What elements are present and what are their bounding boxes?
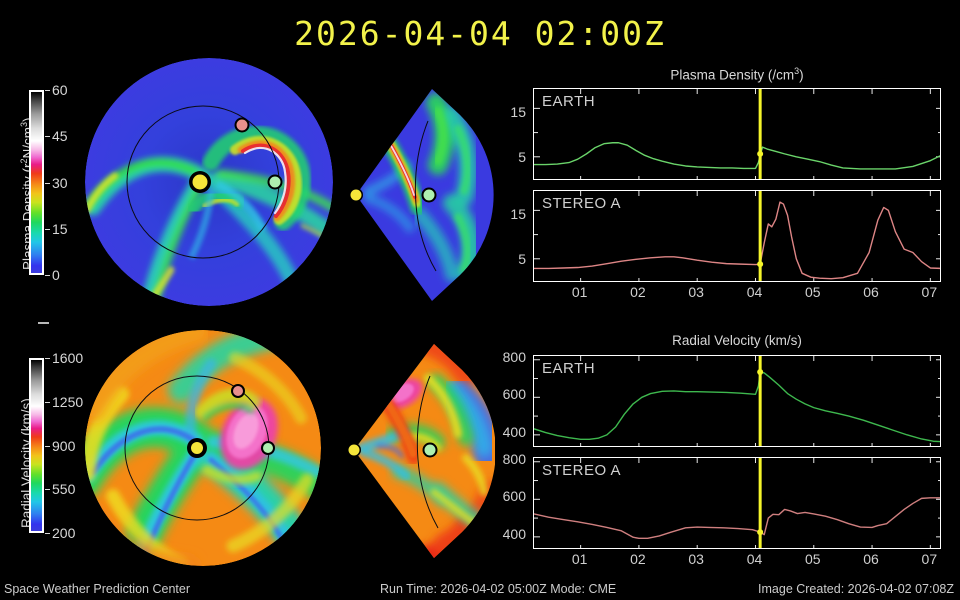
colorbar-tick-label: 200 bbox=[52, 525, 76, 541]
colorbar-tick-label: 900 bbox=[52, 437, 76, 454]
earth-marker bbox=[269, 176, 281, 188]
footer-run-time: Run Time: 2026-04-02 05:00Z Mode: CME bbox=[380, 582, 617, 596]
xtick-label: 04 bbox=[746, 551, 763, 567]
ytick-label: 400 bbox=[502, 526, 526, 542]
panel-label-stereo-a: STEREO A bbox=[542, 195, 622, 212]
colorbar-tick-label: 60 bbox=[52, 82, 68, 98]
page-title: 2026-04-04 02:00Z bbox=[294, 14, 666, 53]
xtick-label: 03 bbox=[688, 284, 704, 300]
plasma-density-chart-title: Plasma Density (/cm3) bbox=[670, 66, 804, 83]
xtick-label: 05 bbox=[804, 284, 821, 300]
panel-label-stereo-a-velocity: STEREO A bbox=[542, 462, 622, 479]
sun-marker bbox=[192, 174, 208, 190]
plasma-density-earth-panel: EARTH bbox=[533, 88, 941, 180]
sun-marker-meridional bbox=[350, 189, 362, 201]
meridional-density-plot bbox=[340, 85, 495, 305]
xtick-label: 02 bbox=[630, 551, 646, 567]
ytick-label: 15 bbox=[510, 206, 526, 222]
radial-velocity-chart-title: Radial Velocity (km/s) bbox=[672, 333, 802, 348]
sun-marker-meridional-velocity bbox=[348, 444, 360, 456]
xtick-label: 01 bbox=[571, 551, 588, 567]
xtick-label: 03 bbox=[688, 551, 704, 567]
ytick-label: 800 bbox=[502, 451, 526, 467]
earth-marker-meridional-velocity bbox=[424, 444, 436, 456]
ytick-label: 600 bbox=[502, 386, 526, 402]
panel-label-earth-velocity: EARTH bbox=[542, 360, 596, 377]
earth-marker-meridional bbox=[423, 189, 435, 201]
ytick-label: 5 bbox=[518, 251, 526, 267]
earth-marker-velocity bbox=[263, 443, 273, 453]
xtick-label: 05 bbox=[804, 551, 821, 567]
colorbar-tick-label: 15 bbox=[52, 220, 68, 237]
separator-dash bbox=[38, 322, 49, 324]
colorbar-tick-label: 30 bbox=[52, 174, 68, 191]
ecliptic-density-plot bbox=[85, 58, 333, 306]
radial-velocity-stereo-panel: STEREO A bbox=[533, 457, 941, 549]
xtick-label: 06 bbox=[863, 284, 879, 300]
stereo-a-marker-velocity bbox=[233, 386, 243, 396]
xtick-label: 07 bbox=[921, 284, 938, 300]
ytick-label: 400 bbox=[502, 424, 526, 440]
meridional-velocity-plot bbox=[340, 338, 495, 564]
ecliptic-velocity-plot bbox=[85, 330, 321, 566]
colorbar-radial-velocity: Radial Velocity (km/s) 200 550 900 1250 … bbox=[0, 350, 84, 541]
colorbar-tick-label: 1600 bbox=[52, 350, 84, 366]
colorbar-radial-velocity-gradient bbox=[29, 358, 44, 533]
colorbar-tick-label: 1250 bbox=[52, 393, 84, 410]
panel-label-earth: EARTH bbox=[542, 93, 596, 110]
xtick-label: 04 bbox=[746, 284, 763, 300]
colorbar-tick-label: 550 bbox=[52, 481, 76, 498]
radial-velocity-earth-panel: EARTH bbox=[533, 355, 941, 447]
ytick-label: 600 bbox=[502, 488, 526, 504]
xtick-label: 02 bbox=[630, 284, 646, 300]
xtick-label: 07 bbox=[921, 551, 938, 567]
footer-agency: Space Weather Prediction Center bbox=[4, 582, 190, 596]
xtick-label: 01 bbox=[571, 284, 588, 300]
footer-image-created: Image Created: 2026-04-02 07:08Z bbox=[758, 582, 954, 596]
ytick-label: 800 bbox=[502, 349, 526, 365]
colorbar-plasma-density: Plasma Density (r2N/cm3) 0 15 30 45 60 bbox=[0, 82, 80, 283]
colorbar-tick-label: 45 bbox=[52, 128, 68, 145]
ytick-label: 5 bbox=[518, 149, 526, 165]
colorbar-plasma-density-gradient bbox=[29, 90, 44, 275]
plasma-density-stereo-panel: STEREO A bbox=[533, 190, 941, 282]
xtick-label: 06 bbox=[863, 551, 879, 567]
colorbar-tick-label: 0 bbox=[52, 267, 60, 283]
sun-marker-velocity bbox=[191, 442, 203, 454]
stereo-a-marker bbox=[236, 119, 248, 131]
ytick-label: 15 bbox=[510, 104, 526, 120]
